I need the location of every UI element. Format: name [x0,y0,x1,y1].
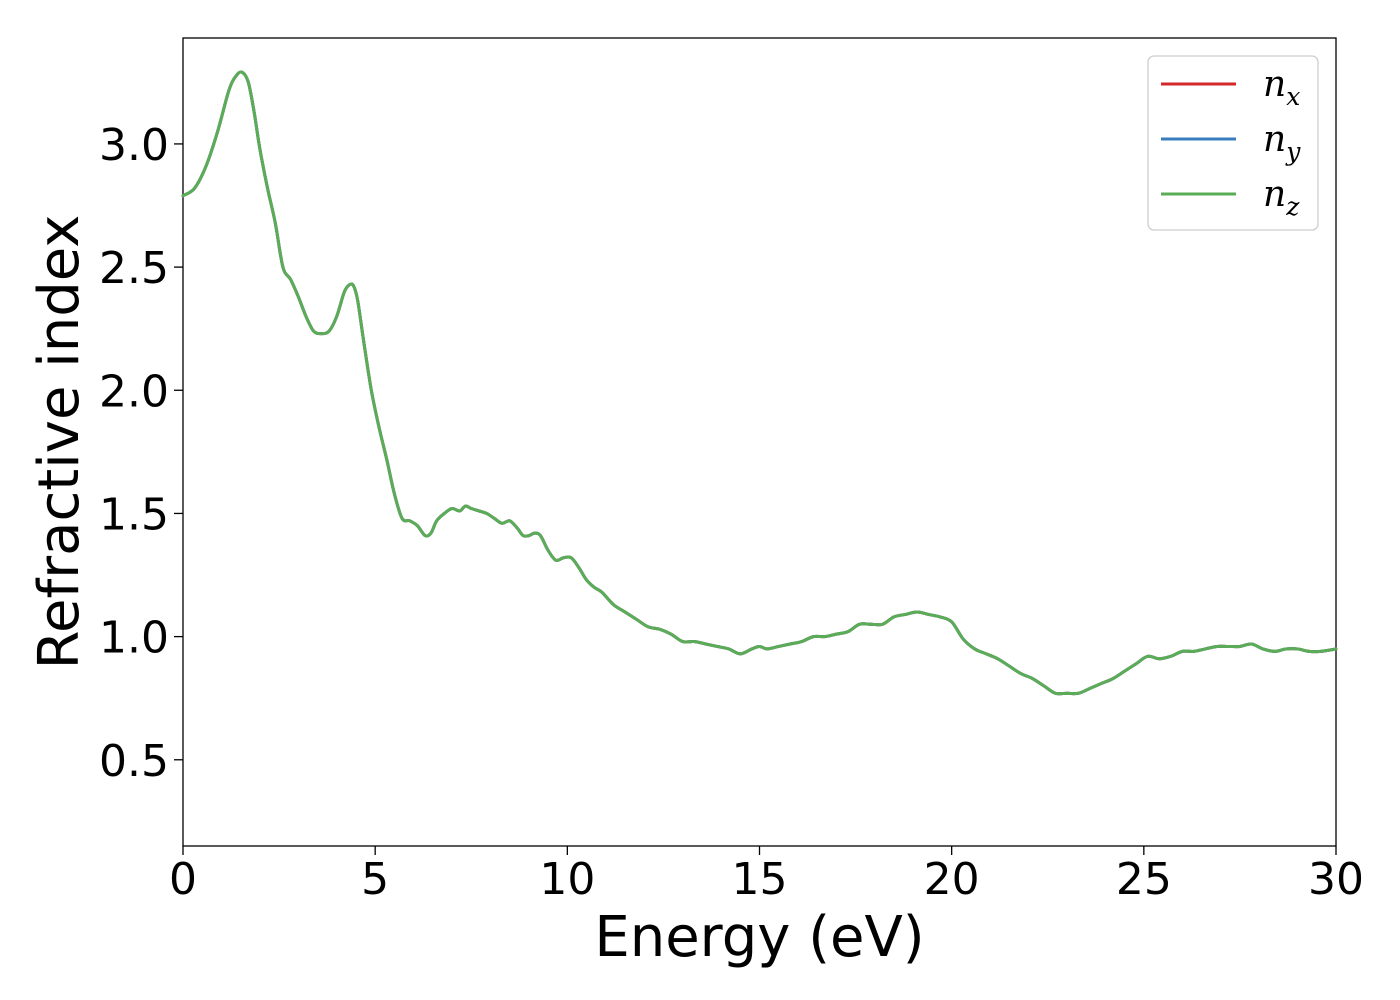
series-line-n-z [181,70,1338,696]
x-axis-ticks: 0 5 10 15 20 25 30 [169,846,1364,905]
y-tick-label: 3.0 [99,120,169,171]
legend-label: nz [1263,174,1300,221]
legend-label-main: n [1263,64,1286,105]
legend-label-subscript: z [1285,192,1300,221]
y-tick-label: 2.5 [99,243,169,294]
legend-label: ny [1263,119,1301,166]
x-axis-title: Energy (eV) [594,905,924,970]
y-tick-label: 0.5 [99,736,169,787]
x-tick-label: 20 [924,854,980,905]
legend-label-subscript: y [1285,137,1301,166]
legend-label-main: n [1263,174,1286,215]
legend-label: nx [1263,64,1300,111]
x-tick-label: 0 [169,854,197,905]
x-tick-label: 10 [539,854,595,905]
x-tick-label: 15 [732,854,788,905]
y-tick-label: 2.0 [99,366,169,417]
y-tick-label: 1.0 [99,613,169,664]
y-tick-label: 1.5 [99,489,169,540]
series-layer [181,70,1338,696]
legend-box [1147,55,1319,231]
x-tick-label: 5 [361,854,389,905]
x-tick-label: 30 [1308,854,1364,905]
y-axis-title: Refractive index [27,215,92,670]
x-tick-label: 25 [1116,854,1172,905]
legend-label-subscript: x [1286,82,1300,111]
y-axis-ticks: 0.5 1.0 1.5 2.0 2.5 3.0 [99,120,183,787]
legend-label-main: n [1263,119,1286,160]
